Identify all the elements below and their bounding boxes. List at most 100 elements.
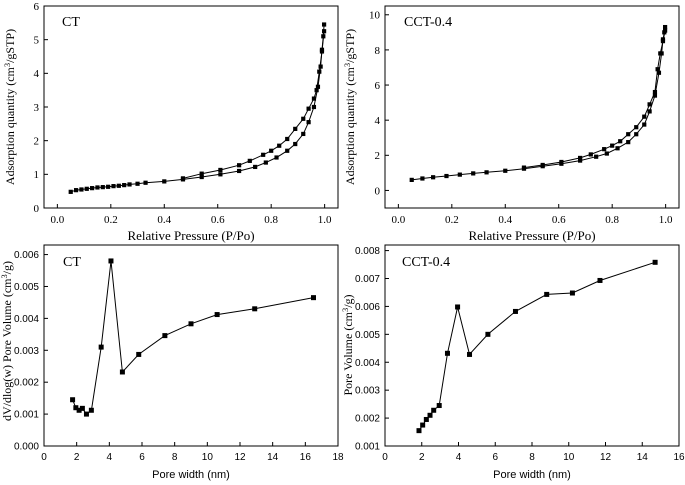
data-point-pore-volume bbox=[444, 350, 450, 356]
data-point-adsorption bbox=[311, 104, 317, 110]
x-axis-ticks: 0 2 4 6 8 10 12 14 16 bbox=[382, 442, 685, 463]
y-axis-label: Adsorption quantity (cm3/gSTP) bbox=[3, 29, 18, 185]
y-axis-label: Adsorption quantity (cm3/gSTP) bbox=[343, 29, 358, 185]
data-point-pore-size-distribution bbox=[88, 407, 94, 413]
data-point-adsorption bbox=[594, 154, 599, 159]
x-tick-label: 6 bbox=[492, 452, 498, 463]
data-point-pore-volume bbox=[467, 351, 473, 357]
y-tick-label: 0.002 bbox=[14, 378, 39, 389]
data-point-desorption bbox=[180, 176, 186, 181]
x-tick-label: 6 bbox=[139, 452, 145, 463]
data-point-pore-volume bbox=[436, 403, 442, 409]
x-tick-label: 0.0 bbox=[50, 214, 64, 226]
y-axis-ticks: 0 1 2 3 4 5 6 bbox=[34, 1, 48, 215]
data-point-pore-volume bbox=[652, 259, 658, 265]
data-point-pore-size-distribution bbox=[214, 312, 220, 318]
data-point-adsorption bbox=[199, 174, 204, 180]
x-tick-label: 8 bbox=[172, 452, 178, 463]
data-point-adsorption bbox=[135, 181, 140, 186]
y-tick-label: 0.007 bbox=[355, 274, 380, 285]
data-point-pore-size-distribution bbox=[108, 258, 114, 264]
data-point-pore-volume bbox=[427, 412, 433, 418]
data-point-desorption bbox=[578, 155, 583, 161]
data-point-adsorption bbox=[647, 109, 652, 114]
x-tick-label: 0 bbox=[41, 452, 47, 463]
data-point-desorption bbox=[247, 158, 252, 163]
data-point-pore-volume bbox=[512, 308, 518, 314]
chart-title: CCT-0.4 bbox=[402, 255, 450, 270]
x-axis-ticks: 0.0 0.2 0.4 0.6 0.8 1.0 bbox=[50, 204, 332, 226]
data-point-pore-volume bbox=[569, 290, 575, 296]
data-point-adsorption bbox=[237, 168, 242, 174]
data-point-desorption bbox=[663, 28, 668, 33]
y-tick-label: 0.005 bbox=[355, 330, 380, 341]
data-point-adsorption bbox=[143, 180, 148, 185]
data-point-desorption bbox=[655, 67, 660, 72]
x-tick-label: 2 bbox=[74, 452, 80, 463]
data-point-adsorption bbox=[656, 70, 662, 75]
x-tick-label: 4 bbox=[456, 452, 462, 463]
y-tick-label: 2 bbox=[375, 150, 381, 162]
x-tick-label: 0.8 bbox=[264, 214, 278, 226]
data-point-adsorption bbox=[322, 22, 327, 27]
chart-title: CT bbox=[62, 15, 80, 30]
data-point-pore-size-distribution bbox=[70, 397, 76, 403]
y-tick-label: 0.000 bbox=[14, 442, 39, 453]
x-axis-label: Pore width (nm) bbox=[493, 469, 571, 481]
data-point-pore-size-distribution bbox=[136, 351, 142, 357]
y-tick-label: 1 bbox=[34, 169, 40, 181]
y-tick-label: 4 bbox=[34, 68, 40, 80]
data-point-desorption bbox=[317, 69, 322, 74]
data-point-pore-size-distribution bbox=[83, 411, 89, 417]
y-tick-label: 0.006 bbox=[14, 250, 39, 261]
data-point-desorption bbox=[626, 132, 631, 137]
panel-ct-isotherm: 0.0 0.2 0.4 0.6 0.8 1.0 0 1 2 3 4 5 6 CT Relative P… bbox=[3, 1, 339, 243]
y-tick-label: 0.002 bbox=[355, 414, 380, 425]
x-axis-label: Relative Pressure (P/Po) bbox=[127, 228, 254, 243]
data-point-adsorption bbox=[122, 183, 127, 188]
data-point-pore-volume bbox=[423, 416, 429, 422]
data-point-adsorption bbox=[127, 182, 132, 187]
x-tick-label: 0.2 bbox=[104, 214, 118, 226]
panel-cct-isotherm: 0.0 0.2 0.4 0.6 0.8 1.0 0 2 4 6 8 10 CCT-0.4 Relat… bbox=[343, 5, 680, 243]
x-tick-label: 0.6 bbox=[211, 214, 225, 226]
data-point-desorption bbox=[658, 51, 663, 56]
x-tick-label: 14 bbox=[637, 452, 649, 463]
data-point-adsorption bbox=[503, 168, 508, 173]
y-tick-label: 6 bbox=[375, 80, 381, 92]
data-point-desorption bbox=[618, 139, 623, 144]
data-point-adsorption bbox=[306, 120, 311, 125]
data-point-pore-size-distribution bbox=[119, 369, 125, 375]
x-tick-label: 14 bbox=[267, 452, 279, 463]
data-point-adsorption bbox=[318, 64, 323, 69]
y-axis-ticks: 0.000 0.001 0.002 0.003 0.004 0.005 0.006 bbox=[14, 250, 48, 453]
x-tick-label: 1.0 bbox=[318, 214, 332, 226]
y-tick-label: 0.004 bbox=[355, 358, 380, 369]
y-tick-label: 0 bbox=[375, 185, 381, 197]
x-tick-label: 0.0 bbox=[391, 214, 405, 226]
chart-title: CCT-0.4 bbox=[404, 15, 452, 30]
data-point-pore-size-distribution bbox=[252, 306, 258, 312]
data-point-adsorption bbox=[285, 148, 290, 153]
data-point-adsorption bbox=[431, 175, 436, 180]
x-tick-label: 18 bbox=[332, 452, 344, 463]
data-point-adsorption bbox=[420, 176, 425, 181]
y-tick-label: 10 bbox=[369, 10, 381, 22]
data-point-pore-size-distribution bbox=[162, 333, 168, 339]
data-point-adsorption bbox=[95, 185, 100, 190]
data-point-adsorption bbox=[100, 185, 105, 190]
y-tick-label: 0.003 bbox=[355, 386, 380, 397]
x-tick-label: 10 bbox=[563, 452, 575, 463]
data-point-desorption bbox=[285, 136, 290, 142]
data-point-desorption bbox=[301, 116, 306, 121]
x-tick-label: 4 bbox=[107, 452, 113, 463]
series-layer bbox=[68, 22, 327, 194]
data-point-adsorption bbox=[578, 158, 583, 163]
data-point-desorption bbox=[559, 159, 564, 165]
data-point-adsorption bbox=[111, 184, 116, 189]
data-point-adsorption bbox=[90, 186, 95, 191]
y-tick-label: 0 bbox=[34, 203, 40, 215]
data-point-desorption bbox=[293, 126, 298, 131]
x-tick-label: 0.8 bbox=[605, 214, 619, 226]
